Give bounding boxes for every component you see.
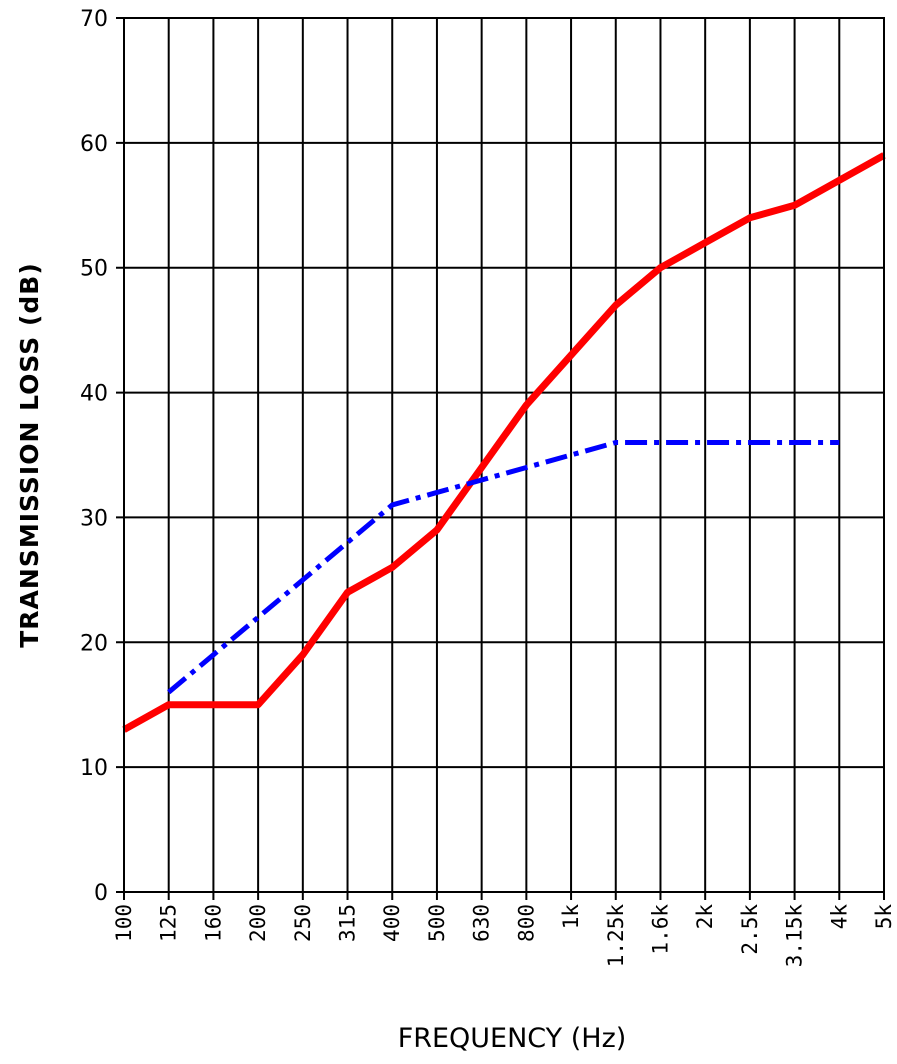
- y-tick-label: 30: [80, 506, 108, 531]
- y-tick-label: 60: [80, 132, 108, 157]
- x-tick-label: 1.25k: [604, 904, 628, 968]
- y-tick-label: 70: [80, 7, 108, 32]
- y-tick-label: 50: [80, 257, 108, 282]
- x-tick-label: 250: [291, 904, 315, 942]
- x-tick-label: 800: [514, 904, 538, 942]
- y-tick-labels: 0 10 20 30 40 50 60 70: [80, 7, 108, 906]
- x-tick-labels: 100 125 160 200 250 315 400 500 630 800 1k 1.25k 1.6…: [112, 904, 896, 968]
- y-tick-label: 0: [94, 881, 108, 906]
- x-tick-label: 315: [336, 904, 360, 942]
- y-axis-title: TRANSMISSION LOSS (dB): [15, 262, 44, 648]
- plot-frame: [123, 17, 885, 893]
- series-layer: [122, 152, 886, 733]
- x-tick-label: 5k: [872, 904, 896, 930]
- series-line-2: [167, 440, 840, 695]
- x-tick-label: 500: [425, 904, 449, 942]
- x-tick-label: 4k: [827, 904, 851, 930]
- x-tick-label: 125: [157, 904, 181, 942]
- x-tick-label: 200: [246, 904, 270, 942]
- x-tick-label: 1k: [559, 904, 583, 930]
- series-line-1: [122, 152, 886, 733]
- x-tick-label: 630: [470, 904, 494, 942]
- x-axis-title: FREQUENCY (Hz): [398, 1023, 627, 1054]
- x-tick-label: 2.5k: [738, 904, 762, 955]
- x-tick-label: 3.15k: [783, 904, 807, 968]
- x-tick-label: 1.6k: [648, 904, 672, 955]
- x-tick-label: 160: [201, 904, 225, 942]
- x-tick-label: 400: [380, 904, 404, 942]
- y-tick-label: 40: [80, 382, 108, 407]
- y-tick-label: 10: [80, 756, 108, 781]
- grid: [116, 17, 885, 900]
- y-tick-label: 20: [80, 631, 108, 656]
- x-tick-label: 100: [112, 904, 136, 942]
- x-tick-label: 2k: [693, 904, 717, 930]
